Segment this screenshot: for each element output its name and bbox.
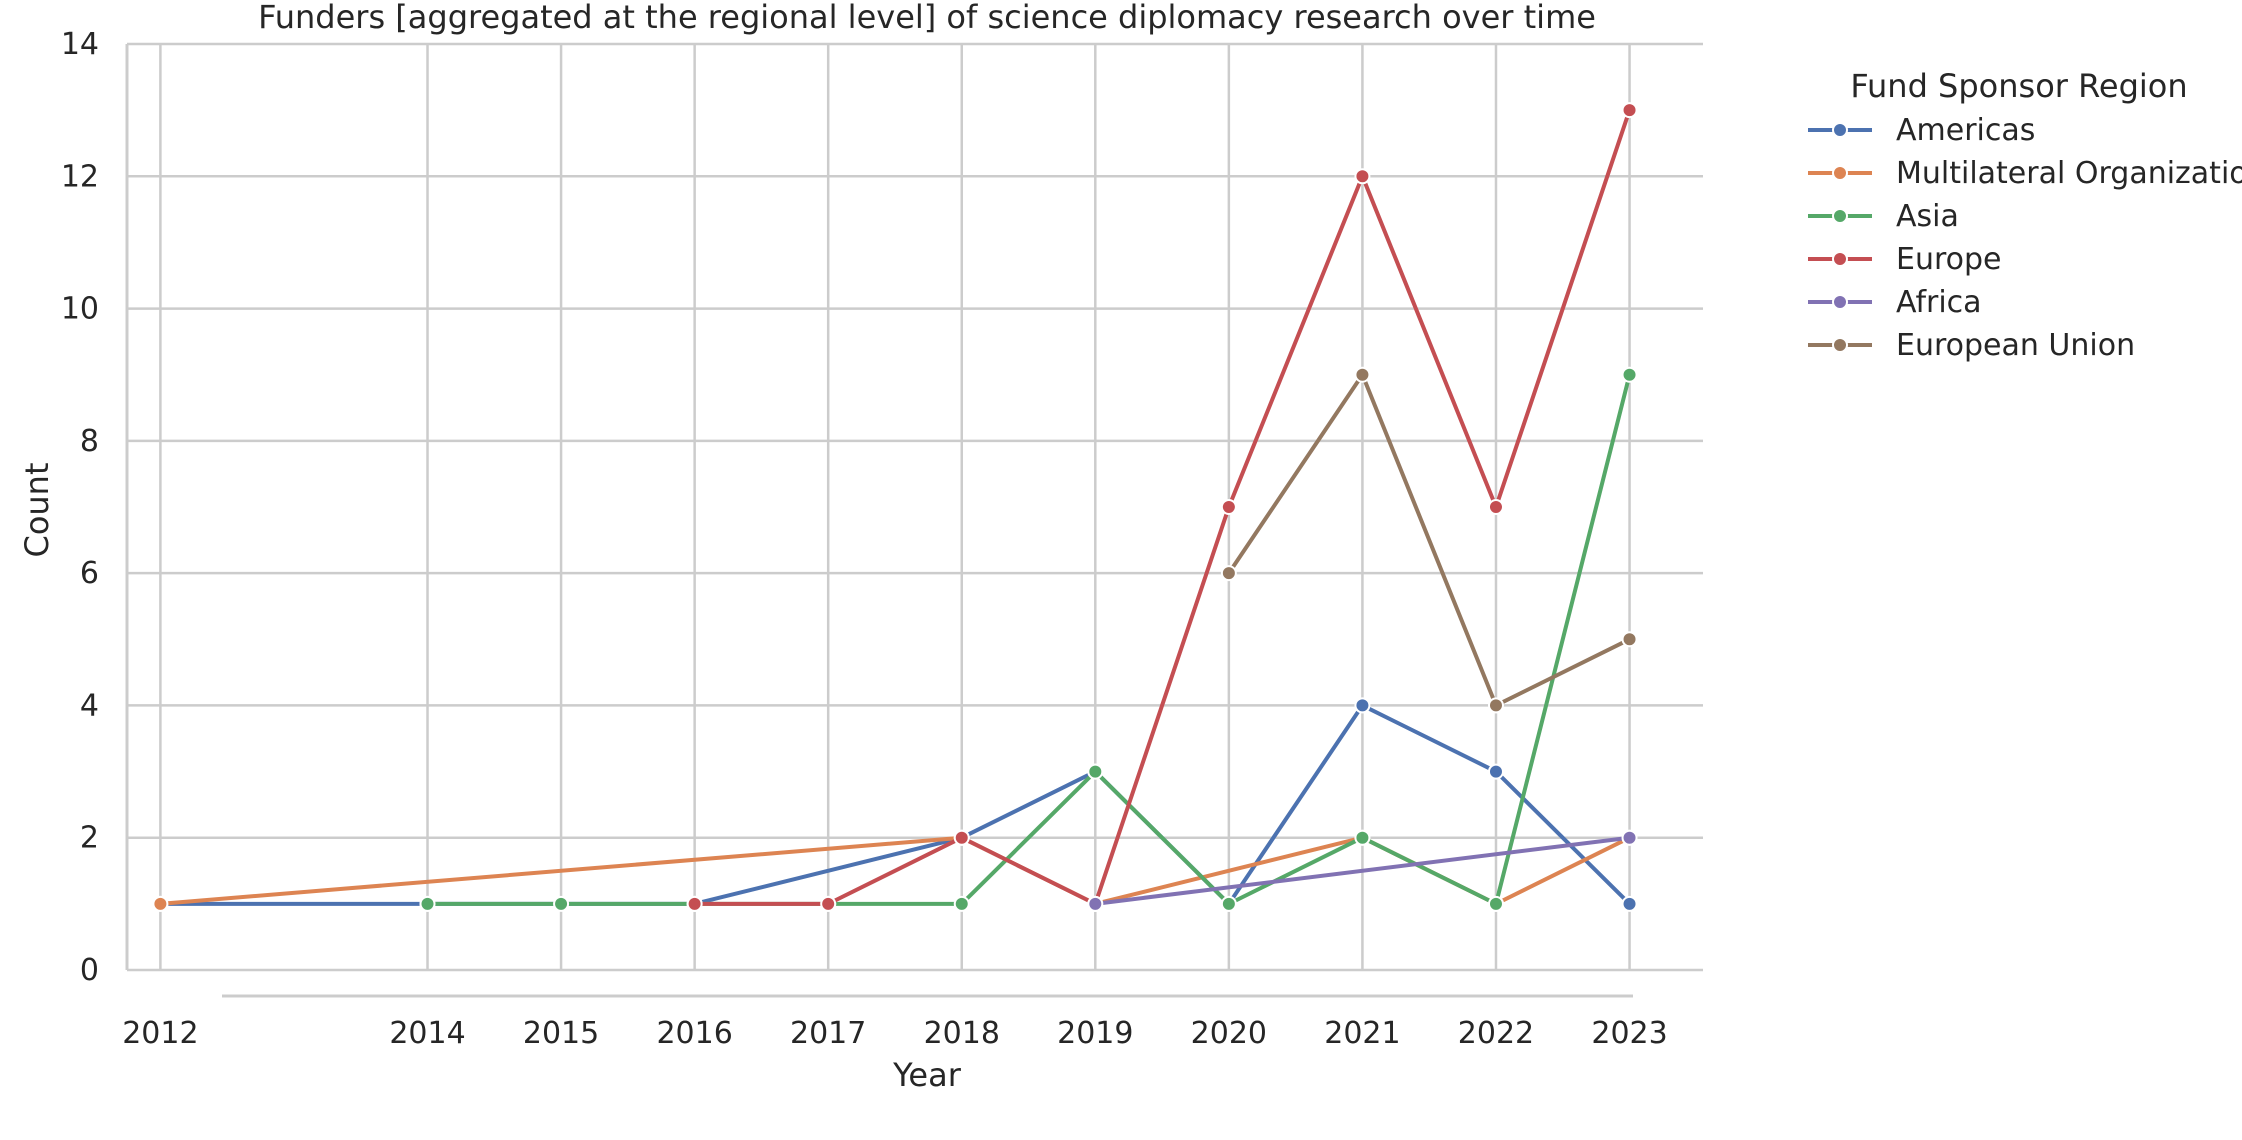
x-tick-label: 2016 bbox=[656, 1016, 732, 1051]
data-point-europe bbox=[1621, 102, 1638, 119]
x-tick-label: 2012 bbox=[122, 1016, 198, 1051]
series-european-union bbox=[1220, 366, 1638, 714]
data-point-africa bbox=[1621, 829, 1638, 846]
x-tick-label: 2018 bbox=[924, 1016, 1000, 1051]
legend-label-multilateral-organization: Multilateral Organization bbox=[1896, 156, 2242, 191]
y-tick-label: 8 bbox=[80, 424, 99, 459]
y-tick-label: 10 bbox=[61, 292, 99, 327]
legend-label-europe: Europe bbox=[1896, 242, 2002, 277]
data-point-multilateral-organization bbox=[152, 895, 169, 912]
legend-item-americas: Americas bbox=[1808, 113, 2035, 148]
data-point-europe bbox=[953, 829, 970, 846]
data-point-americas bbox=[1487, 763, 1504, 780]
x-tick-labels: 2012 2014 2015 2016 2017 2018 2019 2020 2021 2022… bbox=[122, 1016, 1668, 1051]
data-point-europe bbox=[1487, 499, 1504, 515]
y-tick-label: 0 bbox=[80, 953, 99, 988]
legend-marker-europe bbox=[1832, 251, 1848, 267]
legend-items: Americas Multilateral Organization Asia Eur… bbox=[1808, 113, 2242, 363]
data-point-africa bbox=[1087, 895, 1104, 912]
series-line-americas bbox=[160, 703, 1631, 906]
data-point-europe bbox=[686, 895, 703, 912]
data-point-european-union bbox=[1487, 697, 1504, 714]
y-tick-labels: 0 2 4 6 8 10 12 14 bbox=[61, 27, 99, 988]
data-point-european-union bbox=[1354, 366, 1371, 383]
data-point-asia bbox=[419, 895, 436, 912]
data-point-asia bbox=[1621, 366, 1638, 383]
x-tick-label: 2014 bbox=[389, 1016, 465, 1051]
data-point-europe bbox=[1354, 168, 1371, 185]
data-point-european-union bbox=[1621, 631, 1638, 648]
legend-marker-multilateral-organization bbox=[1832, 165, 1848, 181]
data-point-asia bbox=[553, 895, 570, 912]
series-europe bbox=[686, 102, 1638, 912]
x-tick-label: 2021 bbox=[1324, 1016, 1400, 1051]
data-point-asia bbox=[1487, 895, 1504, 912]
x-tick-label: 2019 bbox=[1057, 1016, 1133, 1051]
data-point-european-union bbox=[1220, 565, 1237, 582]
legend-label-africa: Africa bbox=[1896, 285, 1982, 320]
legend-marker-european-union bbox=[1832, 337, 1848, 353]
data-point-asia bbox=[953, 895, 970, 912]
data-point-asia bbox=[1220, 895, 1237, 912]
series-americas bbox=[152, 697, 1638, 912]
y-grid bbox=[127, 42, 1703, 972]
series-line-multilateral-organization bbox=[160, 835, 1631, 906]
x-tick-label: 2023 bbox=[1591, 1016, 1667, 1051]
y-tick-label: 12 bbox=[61, 159, 99, 194]
legend-marker-africa bbox=[1832, 294, 1848, 310]
legend-label-americas: Americas bbox=[1896, 113, 2035, 148]
legend: Fund Sponsor Region Americas Multilateral… bbox=[1808, 67, 2242, 363]
y-tick-label: 2 bbox=[80, 821, 99, 856]
legend-item-multilateral-organization: Multilateral Organization bbox=[1808, 156, 2242, 191]
legend-item-asia: Asia bbox=[1808, 199, 1959, 234]
series-line-european-union bbox=[1227, 372, 1631, 708]
x-tick-label: 2022 bbox=[1458, 1016, 1534, 1051]
legend-label-european-union: European Union bbox=[1896, 328, 2135, 363]
series-africa bbox=[1087, 829, 1638, 912]
series-line-asia bbox=[427, 374, 1632, 906]
x-tick-label: 2017 bbox=[790, 1016, 866, 1051]
x-grid bbox=[159, 44, 1631, 970]
series-line-europe bbox=[694, 109, 1632, 906]
y-tick-label: 14 bbox=[61, 27, 99, 62]
data-point-asia bbox=[1087, 763, 1104, 780]
chart-title: Funders [aggregated at the regional leve… bbox=[258, 0, 1596, 36]
data-point-americas bbox=[1354, 697, 1371, 714]
legend-title: Fund Sponsor Region bbox=[1850, 67, 2187, 105]
legend-item-european-union: European Union bbox=[1808, 328, 2135, 363]
series-asia bbox=[419, 366, 1638, 912]
x-tick-label: 2015 bbox=[523, 1016, 599, 1051]
data-point-asia bbox=[1354, 829, 1371, 846]
legend-marker-americas bbox=[1832, 122, 1848, 138]
x-tick-label: 2020 bbox=[1191, 1016, 1267, 1051]
data-point-europe bbox=[1220, 499, 1237, 515]
data-point-europe bbox=[820, 895, 837, 912]
legend-item-africa: Africa bbox=[1808, 285, 1982, 320]
y-tick-label: 6 bbox=[80, 556, 99, 591]
x-axis-label: Year bbox=[892, 1056, 962, 1094]
series-line-africa bbox=[1095, 835, 1630, 906]
y-tick-label: 4 bbox=[80, 688, 99, 723]
data-point-americas bbox=[1621, 895, 1638, 912]
series-layer bbox=[152, 102, 1638, 912]
legend-marker-asia bbox=[1832, 208, 1848, 224]
legend-label-asia: Asia bbox=[1896, 199, 1959, 234]
y-axis-label: Count bbox=[18, 462, 56, 557]
legend-item-europe: Europe bbox=[1808, 242, 2002, 277]
